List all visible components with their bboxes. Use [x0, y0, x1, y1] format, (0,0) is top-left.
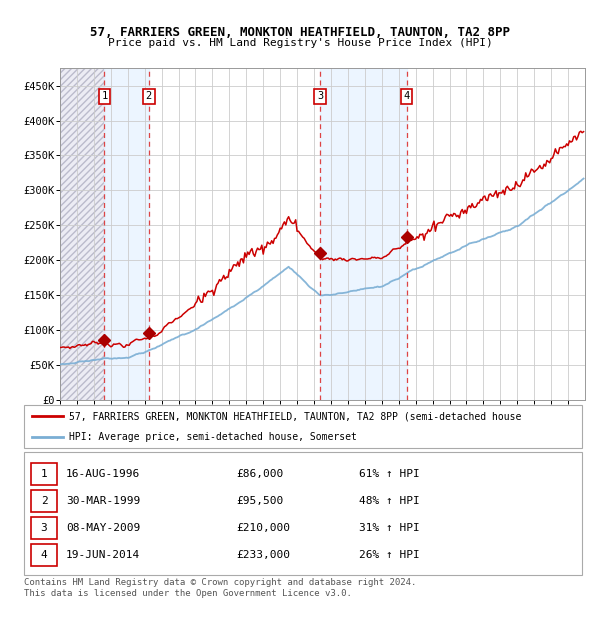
- Text: 3: 3: [41, 523, 47, 533]
- Text: HPI: Average price, semi-detached house, Somerset: HPI: Average price, semi-detached house,…: [68, 432, 356, 441]
- Text: 16-AUG-1996: 16-AUG-1996: [66, 469, 140, 479]
- Text: £86,000: £86,000: [236, 469, 283, 479]
- Text: 57, FARRIERS GREEN, MONKTON HEATHFIELD, TAUNTON, TA2 8PP: 57, FARRIERS GREEN, MONKTON HEATHFIELD, …: [90, 26, 510, 39]
- Text: Price paid vs. HM Land Registry's House Price Index (HPI): Price paid vs. HM Land Registry's House …: [107, 38, 493, 48]
- Text: 57, FARRIERS GREEN, MONKTON HEATHFIELD, TAUNTON, TA2 8PP (semi-detached house: 57, FARRIERS GREEN, MONKTON HEATHFIELD, …: [68, 412, 521, 422]
- Bar: [31, 544, 58, 566]
- Text: 3: 3: [317, 91, 323, 101]
- Bar: [31, 517, 58, 539]
- Bar: [60, 68, 104, 400]
- Text: 31% ↑ HPI: 31% ↑ HPI: [359, 523, 419, 533]
- Text: 26% ↑ HPI: 26% ↑ HPI: [359, 550, 419, 560]
- Bar: [31, 463, 58, 485]
- Text: 2: 2: [41, 496, 47, 506]
- Text: 1: 1: [41, 469, 47, 479]
- Text: 1: 1: [101, 91, 107, 101]
- Text: 2: 2: [146, 91, 152, 101]
- Bar: [320, 68, 407, 400]
- Text: £95,500: £95,500: [236, 496, 283, 506]
- Text: Contains HM Land Registry data © Crown copyright and database right 2024.
This d: Contains HM Land Registry data © Crown c…: [24, 578, 416, 598]
- Text: 4: 4: [41, 550, 47, 560]
- Text: 30-MAR-1999: 30-MAR-1999: [66, 496, 140, 506]
- Bar: [31, 490, 58, 512]
- Bar: [104, 68, 149, 400]
- Text: 19-JUN-2014: 19-JUN-2014: [66, 550, 140, 560]
- Text: 61% ↑ HPI: 61% ↑ HPI: [359, 469, 419, 479]
- Text: 08-MAY-2009: 08-MAY-2009: [66, 523, 140, 533]
- Bar: [60, 68, 104, 400]
- Text: £233,000: £233,000: [236, 550, 290, 560]
- Text: £210,000: £210,000: [236, 523, 290, 533]
- Text: 4: 4: [403, 91, 410, 101]
- Text: 48% ↑ HPI: 48% ↑ HPI: [359, 496, 419, 506]
